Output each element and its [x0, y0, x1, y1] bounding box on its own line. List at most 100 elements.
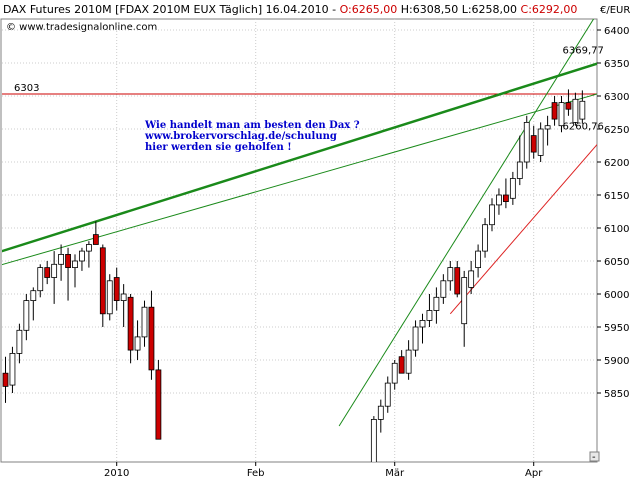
- candle-down: [127, 296, 134, 351]
- corner-button-label: -: [592, 452, 596, 463]
- candle-down: [148, 306, 155, 371]
- candle-up: [482, 224, 488, 252]
- y-tick-label: 5900: [604, 356, 629, 367]
- candle-up: [489, 204, 495, 226]
- trendline-steep-green: [338, 19, 595, 427]
- candle-up: [384, 382, 391, 407]
- x-tick-label: Apr: [525, 468, 543, 479]
- y-tick-label: 6250: [604, 125, 629, 136]
- candle-down: [65, 253, 71, 268]
- annotation-line-3: hier werden sie geholfen !: [145, 142, 292, 153]
- candle-down: [565, 102, 572, 110]
- candle-down: [398, 356, 405, 374]
- candle-up: [106, 280, 113, 315]
- candle-up: [30, 290, 37, 302]
- candle-up: [72, 260, 78, 268]
- x-tick-label: Mär: [385, 468, 405, 479]
- annotation-line-1: Wie handelt man am besten den Dax ?: [144, 120, 360, 131]
- candle-up: [9, 352, 16, 386]
- candle-up: [23, 300, 30, 331]
- corner-button[interactable]: -: [589, 451, 600, 463]
- y-axis: €/EUR 6400 6350 6300 6250 6200 6150 6100 6050 60…: [597, 5, 630, 400]
- y-tick-label: 6100: [604, 224, 629, 235]
- candle-up: [475, 250, 482, 269]
- trendline-upper-thick: [2, 62, 597, 253]
- candle-up: [134, 336, 141, 351]
- candle-up: [537, 128, 544, 156]
- candle-up: [419, 319, 426, 328]
- watermark: © www.tradesignalonline.com: [6, 22, 157, 33]
- candle-up: [391, 362, 398, 384]
- trendline-red-support: [449, 143, 597, 315]
- candle-up: [468, 270, 475, 288]
- candle-down: [2, 372, 9, 387]
- y-tick-label: 6050: [604, 257, 629, 268]
- currency-label: €/EUR: [600, 5, 630, 16]
- candle-up: [51, 263, 58, 278]
- candle-up: [426, 310, 433, 321]
- candle-up: [370, 418, 377, 462]
- candle-down: [502, 194, 509, 202]
- header-high: H:6308,50: [397, 3, 458, 16]
- candle-up: [412, 326, 419, 351]
- candles: [2, 89, 586, 462]
- candle-up: [572, 98, 579, 123]
- chart-header: DAX Futures 2010M [FDAX 2010M EUX Täglic…: [3, 3, 577, 16]
- candle-up: [461, 277, 468, 325]
- value-label: 6369,77: [563, 45, 604, 56]
- x-axis: 2010 Feb Mär Apr: [104, 462, 543, 479]
- candle-up: [433, 296, 440, 311]
- candle-up: [86, 244, 92, 252]
- plot-frame: [0, 18, 598, 463]
- candle-up: [558, 102, 565, 127]
- value-label: 6260,76: [563, 121, 604, 132]
- y-tick-label: 5950: [604, 323, 629, 334]
- candle-up: [405, 349, 412, 374]
- candle-up: [579, 100, 586, 120]
- candle-up: [516, 161, 523, 179]
- header-title: DAX Futures 2010M [FDAX 2010M EUX Täglic…: [3, 3, 340, 16]
- candle-up: [440, 280, 447, 298]
- candle-up: [447, 267, 454, 282]
- candle-down: [454, 267, 461, 295]
- header-open: O:6265,00: [340, 3, 398, 16]
- candle-up: [120, 293, 127, 301]
- y-tick-label: 6400: [604, 26, 629, 37]
- y-tick-label: 6300: [604, 92, 629, 103]
- candle-up: [523, 122, 530, 163]
- horizontal-line-label: 6303: [14, 83, 39, 94]
- candle-down: [530, 135, 537, 153]
- candle-up: [544, 125, 551, 130]
- candle-up: [79, 250, 85, 262]
- candle-up: [16, 329, 23, 354]
- grid: [2, 19, 597, 462]
- header-low: L:6258,00: [458, 3, 517, 16]
- candle-down: [155, 369, 162, 440]
- y-tick-label: 5850: [604, 389, 629, 400]
- candle-up: [141, 306, 148, 338]
- candle-down: [92, 234, 99, 245]
- x-tick-label: Feb: [247, 468, 265, 479]
- corner-button-box[interactable]: [589, 451, 600, 462]
- value-label-layer: 6369,77 6260,76: [563, 45, 604, 132]
- header-close: C:6292,00: [517, 3, 577, 16]
- candle-down: [99, 247, 106, 315]
- candle-up: [58, 253, 64, 265]
- candle-up: [496, 194, 502, 206]
- candle-down: [551, 102, 558, 120]
- y-tick-label: 6150: [604, 191, 629, 202]
- x-tick-label: 2010: [104, 468, 129, 479]
- trendline-layer: [2, 19, 597, 427]
- candle-down: [44, 267, 51, 278]
- annotation: Wie handelt man am besten den Dax ? www.…: [144, 120, 360, 153]
- candle-up: [377, 405, 384, 420]
- candle-down: [113, 277, 120, 302]
- candle-up: [37, 267, 44, 292]
- y-tick-label: 6000: [604, 290, 629, 301]
- candle-up: [509, 178, 516, 199]
- y-tick-label: 6350: [604, 59, 629, 70]
- annotation-line-2: www.brokervorschlag.de/schulung: [144, 131, 337, 142]
- y-tick-label: 6200: [604, 158, 629, 169]
